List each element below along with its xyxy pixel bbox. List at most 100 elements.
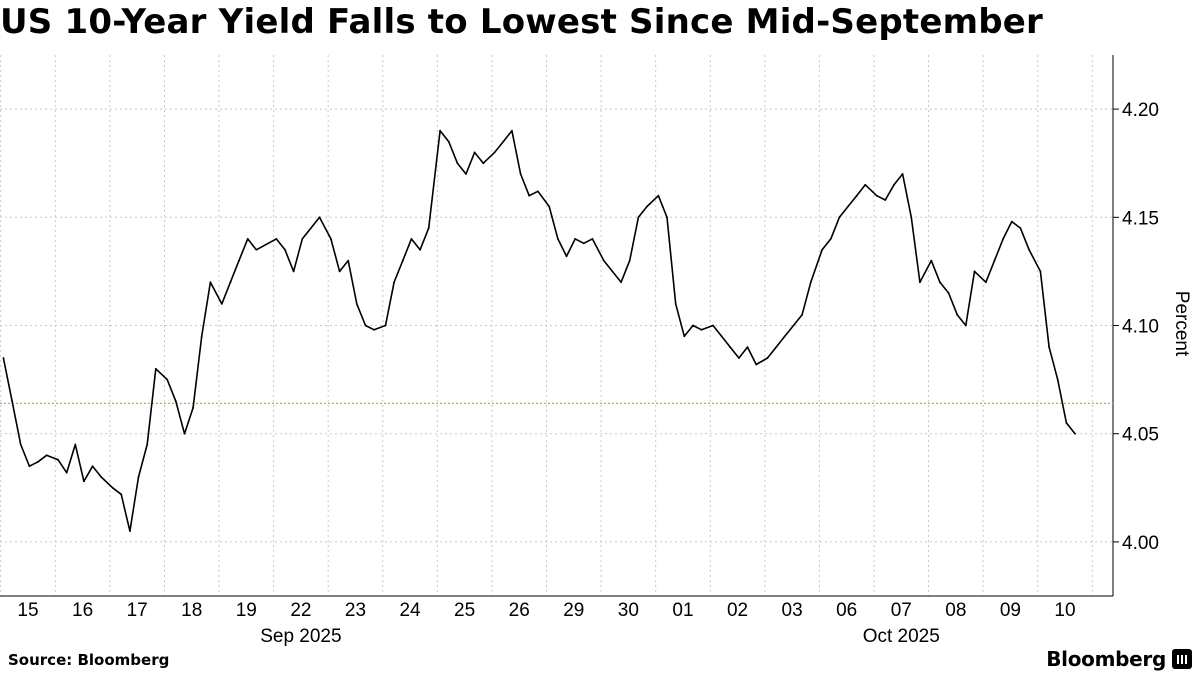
yield-data-point — [174, 400, 177, 403]
x-tick-label: 29 — [563, 600, 584, 621]
yield-data-point — [674, 303, 677, 305]
yield-data-point — [301, 238, 304, 240]
yield-data-point — [692, 324, 694, 327]
yield-data-point — [19, 443, 22, 446]
yield-data-point — [447, 140, 450, 143]
yield-data-point — [775, 346, 778, 348]
yield-data-point — [393, 281, 395, 284]
yield-data-point — [537, 190, 539, 193]
yield-data-point — [419, 248, 421, 251]
yield-data-point — [809, 281, 812, 284]
yield-data-point — [347, 259, 350, 262]
x-tick-label: 08 — [945, 600, 966, 621]
yield-data-point — [1039, 270, 1042, 273]
yield-data-point — [338, 270, 341, 273]
yield-data-point — [493, 151, 496, 154]
yield-data-point — [712, 324, 714, 327]
yield-data-point — [183, 432, 186, 435]
yield-data-point — [646, 205, 648, 208]
yield-data-point — [602, 259, 605, 262]
yield-data-point — [884, 199, 887, 201]
yield-data-point — [666, 216, 668, 219]
yield-data-point — [783, 335, 786, 338]
x-tick-label: 22 — [290, 600, 311, 621]
yield-data-point — [129, 530, 131, 532]
yield-data-point — [1010, 220, 1013, 223]
yield-data-point — [111, 486, 114, 489]
x-month-label: Sep 2025 — [260, 626, 341, 647]
yield-data-point — [511, 129, 513, 132]
yield-data-point — [620, 281, 622, 284]
yield-data-point — [137, 476, 140, 478]
yield-data-point — [582, 242, 585, 245]
yield-data-point — [829, 238, 832, 240]
yield-data-point — [192, 406, 195, 409]
yield-data-point — [901, 173, 904, 175]
yield-data-point — [729, 346, 732, 348]
bloomberg-terminal-icon — [1172, 649, 1192, 669]
x-tick-label: 17 — [127, 600, 148, 621]
x-tick-label: 30 — [618, 600, 639, 621]
yield-data-point — [166, 378, 169, 381]
yield-data-point — [401, 259, 404, 262]
yield-data-point — [628, 259, 631, 262]
yield-data-point — [838, 216, 841, 219]
x-tick-label: 15 — [17, 600, 38, 621]
yield-data-point — [864, 183, 867, 186]
yield-data-point — [939, 281, 941, 284]
yield-data-point — [611, 270, 614, 273]
y-tick-label: 4.10 — [1122, 317, 1159, 338]
yield-data-point — [11, 400, 14, 403]
x-tick-label: 10 — [1054, 600, 1075, 621]
yield-data-point — [574, 238, 577, 240]
yield-data-point — [875, 194, 878, 197]
x-tick-label: 06 — [836, 600, 857, 621]
axis-labels: 4.00 4.05 4.10 4.15 4.20 15 16 17 18 19 22 23 24 25 26… — [17, 100, 1192, 647]
yield-data-point — [519, 173, 522, 175]
grid-lines — [0, 55, 1113, 596]
yield-data-point — [74, 443, 77, 446]
yield-data-point — [373, 328, 375, 331]
yield-data-point — [910, 216, 913, 219]
yield-data-point — [229, 281, 232, 284]
yield-data-point — [565, 255, 568, 258]
yield-data-point — [502, 140, 505, 143]
x-tick-label: 01 — [672, 600, 693, 621]
yield-data-point — [238, 259, 240, 262]
yield-data-point — [548, 205, 551, 208]
yield-data-point — [384, 324, 387, 327]
yield-data-point — [528, 194, 531, 197]
x-month-label: Oct 2025 — [863, 626, 940, 647]
yield-data-point — [364, 324, 367, 327]
yield-data-point — [1019, 227, 1022, 230]
x-tick-label: 09 — [1000, 600, 1021, 621]
yield-data-point — [738, 357, 740, 359]
yield-data-point — [964, 324, 967, 327]
yield-data-point — [427, 227, 430, 230]
yield-data-point — [456, 162, 459, 165]
yield-data-point — [83, 480, 85, 483]
yield-data-point — [801, 313, 803, 316]
yield-data-point — [557, 238, 559, 240]
yield-data-point — [919, 281, 921, 284]
yield-data-point — [330, 238, 332, 240]
yield-data-point — [91, 465, 94, 468]
yield-data-point — [292, 270, 295, 273]
yield-data-point — [284, 248, 286, 251]
yield-data-point — [473, 151, 476, 154]
x-tick-label: 02 — [727, 600, 748, 621]
yield-data-point — [200, 335, 203, 338]
y-tick-label: 4.05 — [1122, 425, 1159, 446]
y-tick-label: 4.00 — [1122, 533, 1159, 554]
yield-data-point — [683, 335, 686, 338]
yield-data-point — [45, 454, 48, 457]
axes — [0, 55, 1119, 597]
yield-data-point — [720, 335, 723, 338]
yield-data-point — [220, 303, 223, 305]
x-tick-label: 23 — [345, 600, 366, 621]
yield-data-point — [275, 238, 278, 240]
yield-data-point — [482, 162, 485, 165]
yield-data-point — [57, 458, 59, 461]
yield-series-line — [2, 129, 1076, 532]
